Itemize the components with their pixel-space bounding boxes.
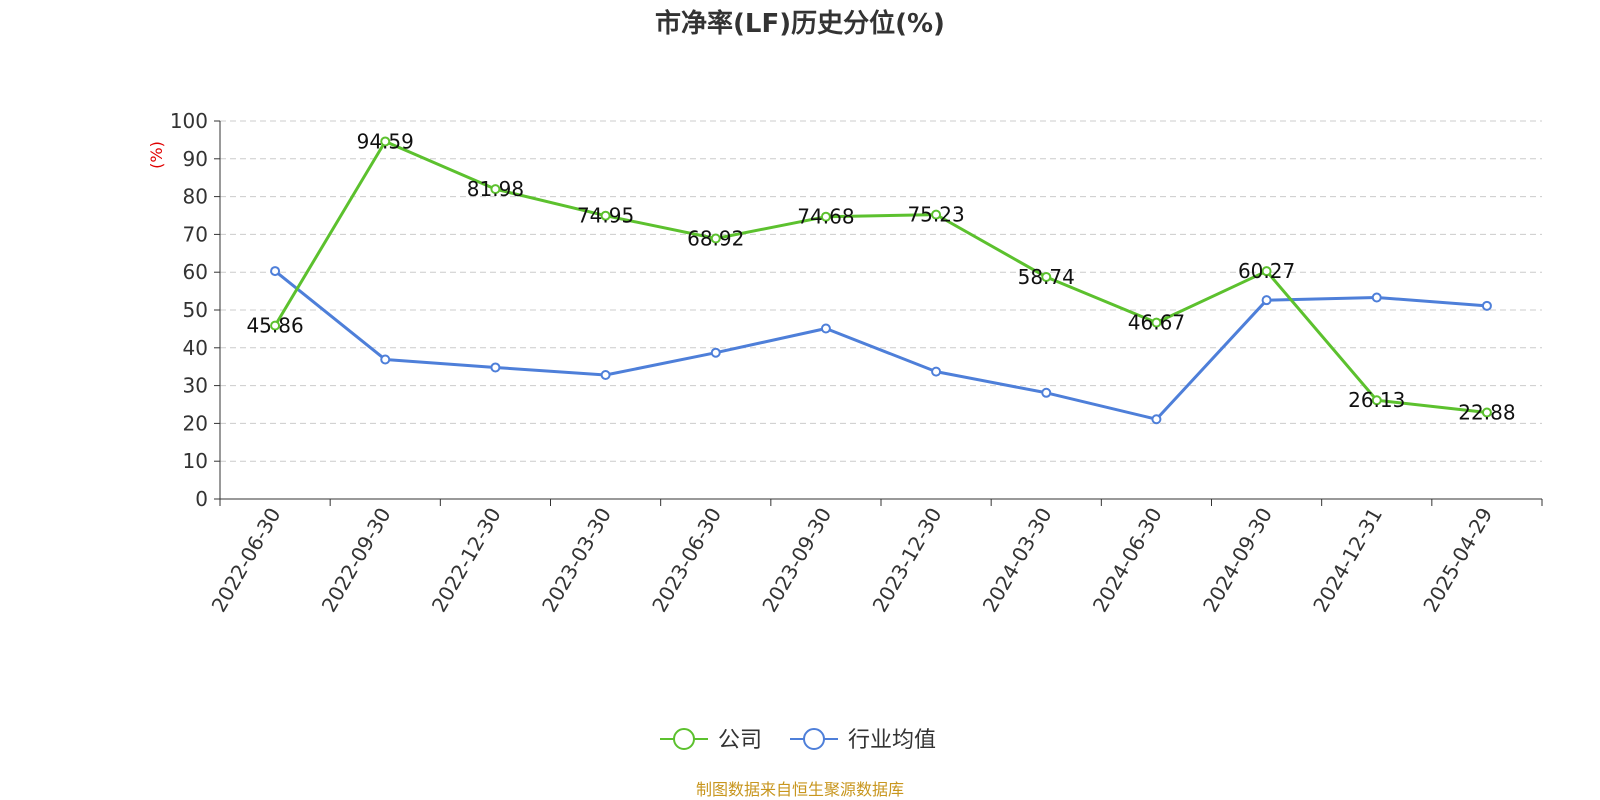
data-point [1371, 292, 1382, 303]
data-point [710, 233, 721, 244]
data-point [931, 209, 942, 220]
data-point [380, 354, 391, 365]
y-tick-label: 60 [183, 260, 208, 284]
data-point [820, 211, 831, 222]
grid-lines [220, 120, 1542, 462]
data-label: 46.67 [1128, 311, 1185, 335]
data-point [931, 366, 942, 377]
x-tick-label: 2022-12-30 [427, 503, 506, 616]
x-tick-label: 2022-09-30 [317, 504, 396, 617]
data-point [1261, 266, 1272, 277]
data-point [710, 347, 721, 358]
y-tick-label: 30 [183, 374, 208, 398]
y-tick-label: 10 [183, 449, 208, 473]
x-tick-label: 2023-12-30 [868, 503, 947, 616]
data-point [600, 210, 611, 221]
data-point [1481, 407, 1492, 418]
x-tick-label: 2024-06-30 [1088, 504, 1167, 617]
y-tick-label: 70 [183, 222, 208, 246]
legend-item-industry-average[interactable]: 行业均值 [790, 728, 936, 753]
data-point [270, 266, 281, 277]
y-tick-label: 50 [183, 298, 208, 322]
data-point [490, 362, 501, 373]
data-point [1151, 414, 1162, 425]
data-point [1151, 317, 1162, 328]
legend-industry-label: 行业均值 [848, 728, 936, 753]
data-label: 68.92 [687, 226, 744, 250]
data-label: 74.95 [577, 204, 634, 228]
legend-industry-marker [803, 728, 825, 750]
x-tick-label: 2024-03-30 [978, 504, 1057, 617]
data-labels: 45.86 94.59 81.98 74.95 68.92 74.68 75.23 58.74… [246, 129, 1515, 424]
data-label: 26.13 [1348, 388, 1405, 412]
data-point [270, 320, 281, 331]
series-line [273, 139, 1488, 415]
data-label: 81.98 [467, 177, 524, 201]
data-label: 45.86 [246, 314, 303, 338]
y-tick-label: 0 [195, 487, 208, 511]
data-point [600, 370, 611, 381]
y-tick-label: 20 [183, 411, 208, 435]
y-tick-label: 100 [170, 109, 208, 133]
series-lines [270, 136, 1492, 425]
legend-company-label: 公司 [718, 728, 762, 753]
data-label: 58.74 [1018, 265, 1075, 289]
data-point [380, 136, 391, 147]
y-tick-label: 80 [183, 185, 208, 209]
x-tick-label: 2023-09-30 [757, 504, 836, 617]
data-point [1041, 271, 1052, 282]
data-point [1371, 395, 1382, 406]
data-label: 74.68 [797, 205, 854, 229]
legend: 公司 行业均值 [660, 728, 936, 753]
data-label: 94.59 [357, 129, 414, 153]
data-point [490, 184, 501, 195]
data-point [820, 323, 831, 334]
data-point [1261, 295, 1272, 306]
x-tick-label: 2024-09-30 [1198, 504, 1277, 617]
data-point [1041, 387, 1052, 398]
x-tick-label: 2023-03-30 [537, 504, 616, 617]
y-axis-unit: (%) [147, 141, 166, 169]
data-label: 22.88 [1458, 401, 1515, 425]
x-tick-label: 2023-06-30 [647, 504, 726, 617]
axes: 0 10 20 30 40 50 60 70 80 90 100 2022-06-30 2022-09-… [170, 109, 1543, 617]
x-tick-label: 2024-12-31 [1308, 504, 1387, 617]
data-label: 75.23 [907, 203, 964, 227]
data-label: 60.27 [1238, 259, 1295, 283]
series-line [274, 269, 1488, 421]
data-source-note: 制图数据来自恒生聚源数据库 [696, 780, 904, 799]
chart-title: 市净率(LF)历史分位(%) [655, 8, 945, 39]
x-tick-label: 2022-06-30 [207, 504, 286, 617]
legend-company-marker [673, 728, 695, 750]
y-tick-label: 40 [183, 336, 208, 360]
data-point [1481, 300, 1492, 311]
x-tick-label: 2025-04-29 [1418, 504, 1497, 617]
legend-item-company[interactable]: 公司 [660, 728, 762, 753]
y-tick-label: 90 [183, 147, 208, 171]
